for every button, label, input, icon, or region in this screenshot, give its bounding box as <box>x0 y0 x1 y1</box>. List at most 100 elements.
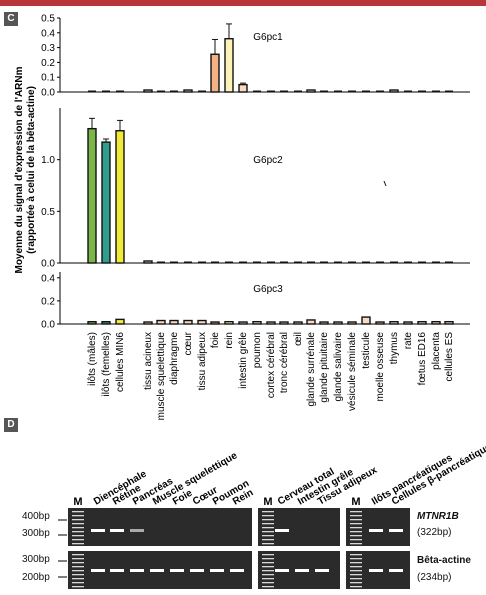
bar <box>143 89 153 93</box>
bar <box>334 90 342 92</box>
marker-band <box>350 535 362 537</box>
marker-band <box>350 558 362 560</box>
bar <box>101 320 111 325</box>
bar <box>418 90 426 92</box>
bar <box>307 261 315 263</box>
marker-label: M <box>351 496 360 508</box>
band-mtnr1b <box>91 529 105 532</box>
bar <box>376 261 384 263</box>
marker-band <box>72 523 84 525</box>
band-mtnr1b <box>369 529 383 532</box>
bar <box>253 90 261 92</box>
y-axis-label-line2: (rapportée à celui de la bêta-actine) <box>26 86 37 254</box>
lane-label: Cellules β-pancréatiques <box>390 439 486 508</box>
bar <box>362 261 370 263</box>
band-beta-actin <box>295 569 309 572</box>
y-tick-label: 0.0 <box>41 88 55 99</box>
band-beta-actin <box>190 569 204 572</box>
marker-band <box>350 519 362 521</box>
marker-band <box>72 570 84 572</box>
category-label: œil <box>293 332 304 346</box>
bar <box>267 90 275 92</box>
bar <box>238 83 248 93</box>
bar <box>143 321 153 325</box>
bar <box>347 321 357 325</box>
bar <box>404 90 412 92</box>
bar <box>253 261 261 263</box>
bar <box>267 261 275 263</box>
marker-band <box>262 578 274 580</box>
marker-band <box>350 531 362 533</box>
bar <box>403 321 413 325</box>
bar <box>156 319 166 325</box>
band-beta-actin <box>130 569 144 572</box>
band-beta-actin <box>91 569 105 572</box>
panel-c-label: C <box>4 12 18 26</box>
bar <box>239 261 247 263</box>
band-mtnr1b <box>389 529 403 532</box>
marker-band <box>350 515 362 517</box>
bar <box>389 89 399 93</box>
bar <box>319 321 329 325</box>
bar <box>417 320 427 325</box>
bar <box>115 130 125 264</box>
bar <box>390 261 398 263</box>
bar <box>445 90 453 92</box>
marker-band <box>72 515 84 517</box>
marker-band <box>262 562 274 564</box>
gene1-name: MTNR1B <box>417 511 459 522</box>
band-beta-actin <box>230 569 244 572</box>
bar <box>224 320 234 325</box>
bar <box>432 261 440 263</box>
marker-band <box>72 586 84 588</box>
band-mtnr1b <box>130 529 144 532</box>
bar <box>183 319 193 325</box>
marker-band <box>262 523 274 525</box>
bar <box>418 261 426 263</box>
bar <box>101 141 111 264</box>
bar <box>210 53 220 93</box>
marker-band <box>350 554 362 556</box>
bar <box>444 320 454 325</box>
bar <box>183 89 193 93</box>
bar <box>348 90 356 92</box>
band-beta-actin <box>369 569 383 572</box>
bar <box>431 320 441 325</box>
bar <box>306 89 316 93</box>
y-axis-label-line1: Moyenne du signal d'expression de l'ARNm <box>14 66 25 273</box>
bar <box>87 320 97 325</box>
marker-band <box>262 543 274 545</box>
category-label: vésicule séminale <box>347 332 358 411</box>
marker-band <box>262 566 274 568</box>
bar <box>293 321 303 325</box>
category-label: thymus <box>389 332 400 364</box>
marker-band <box>262 558 274 560</box>
y-tick-label: 0.3 <box>41 43 55 54</box>
bar <box>210 321 220 325</box>
bar <box>197 319 207 325</box>
marker-band <box>72 531 84 533</box>
category-label: glande pituitaire <box>319 332 330 403</box>
marker-band <box>72 582 84 584</box>
bp-400-label: 400bp <box>22 511 50 522</box>
marker-band <box>350 523 362 525</box>
bar <box>320 261 328 263</box>
bar <box>115 318 125 325</box>
category-label: cellules MIN6 <box>115 332 126 392</box>
subplot-title: G6pc2 <box>253 155 283 166</box>
bar <box>157 261 165 263</box>
marker-band <box>262 535 274 537</box>
bar <box>445 261 453 263</box>
marker-band <box>72 543 84 545</box>
gene2-name: Bêta-actine <box>417 555 471 566</box>
bar <box>170 261 178 263</box>
bar <box>143 260 153 264</box>
bar <box>334 261 342 263</box>
category-label: intestin grêle <box>238 332 249 389</box>
marker-band <box>350 586 362 588</box>
marker-band <box>72 574 84 576</box>
category-label: testicule <box>361 332 372 369</box>
marker-band <box>262 574 274 576</box>
bar <box>88 90 96 92</box>
